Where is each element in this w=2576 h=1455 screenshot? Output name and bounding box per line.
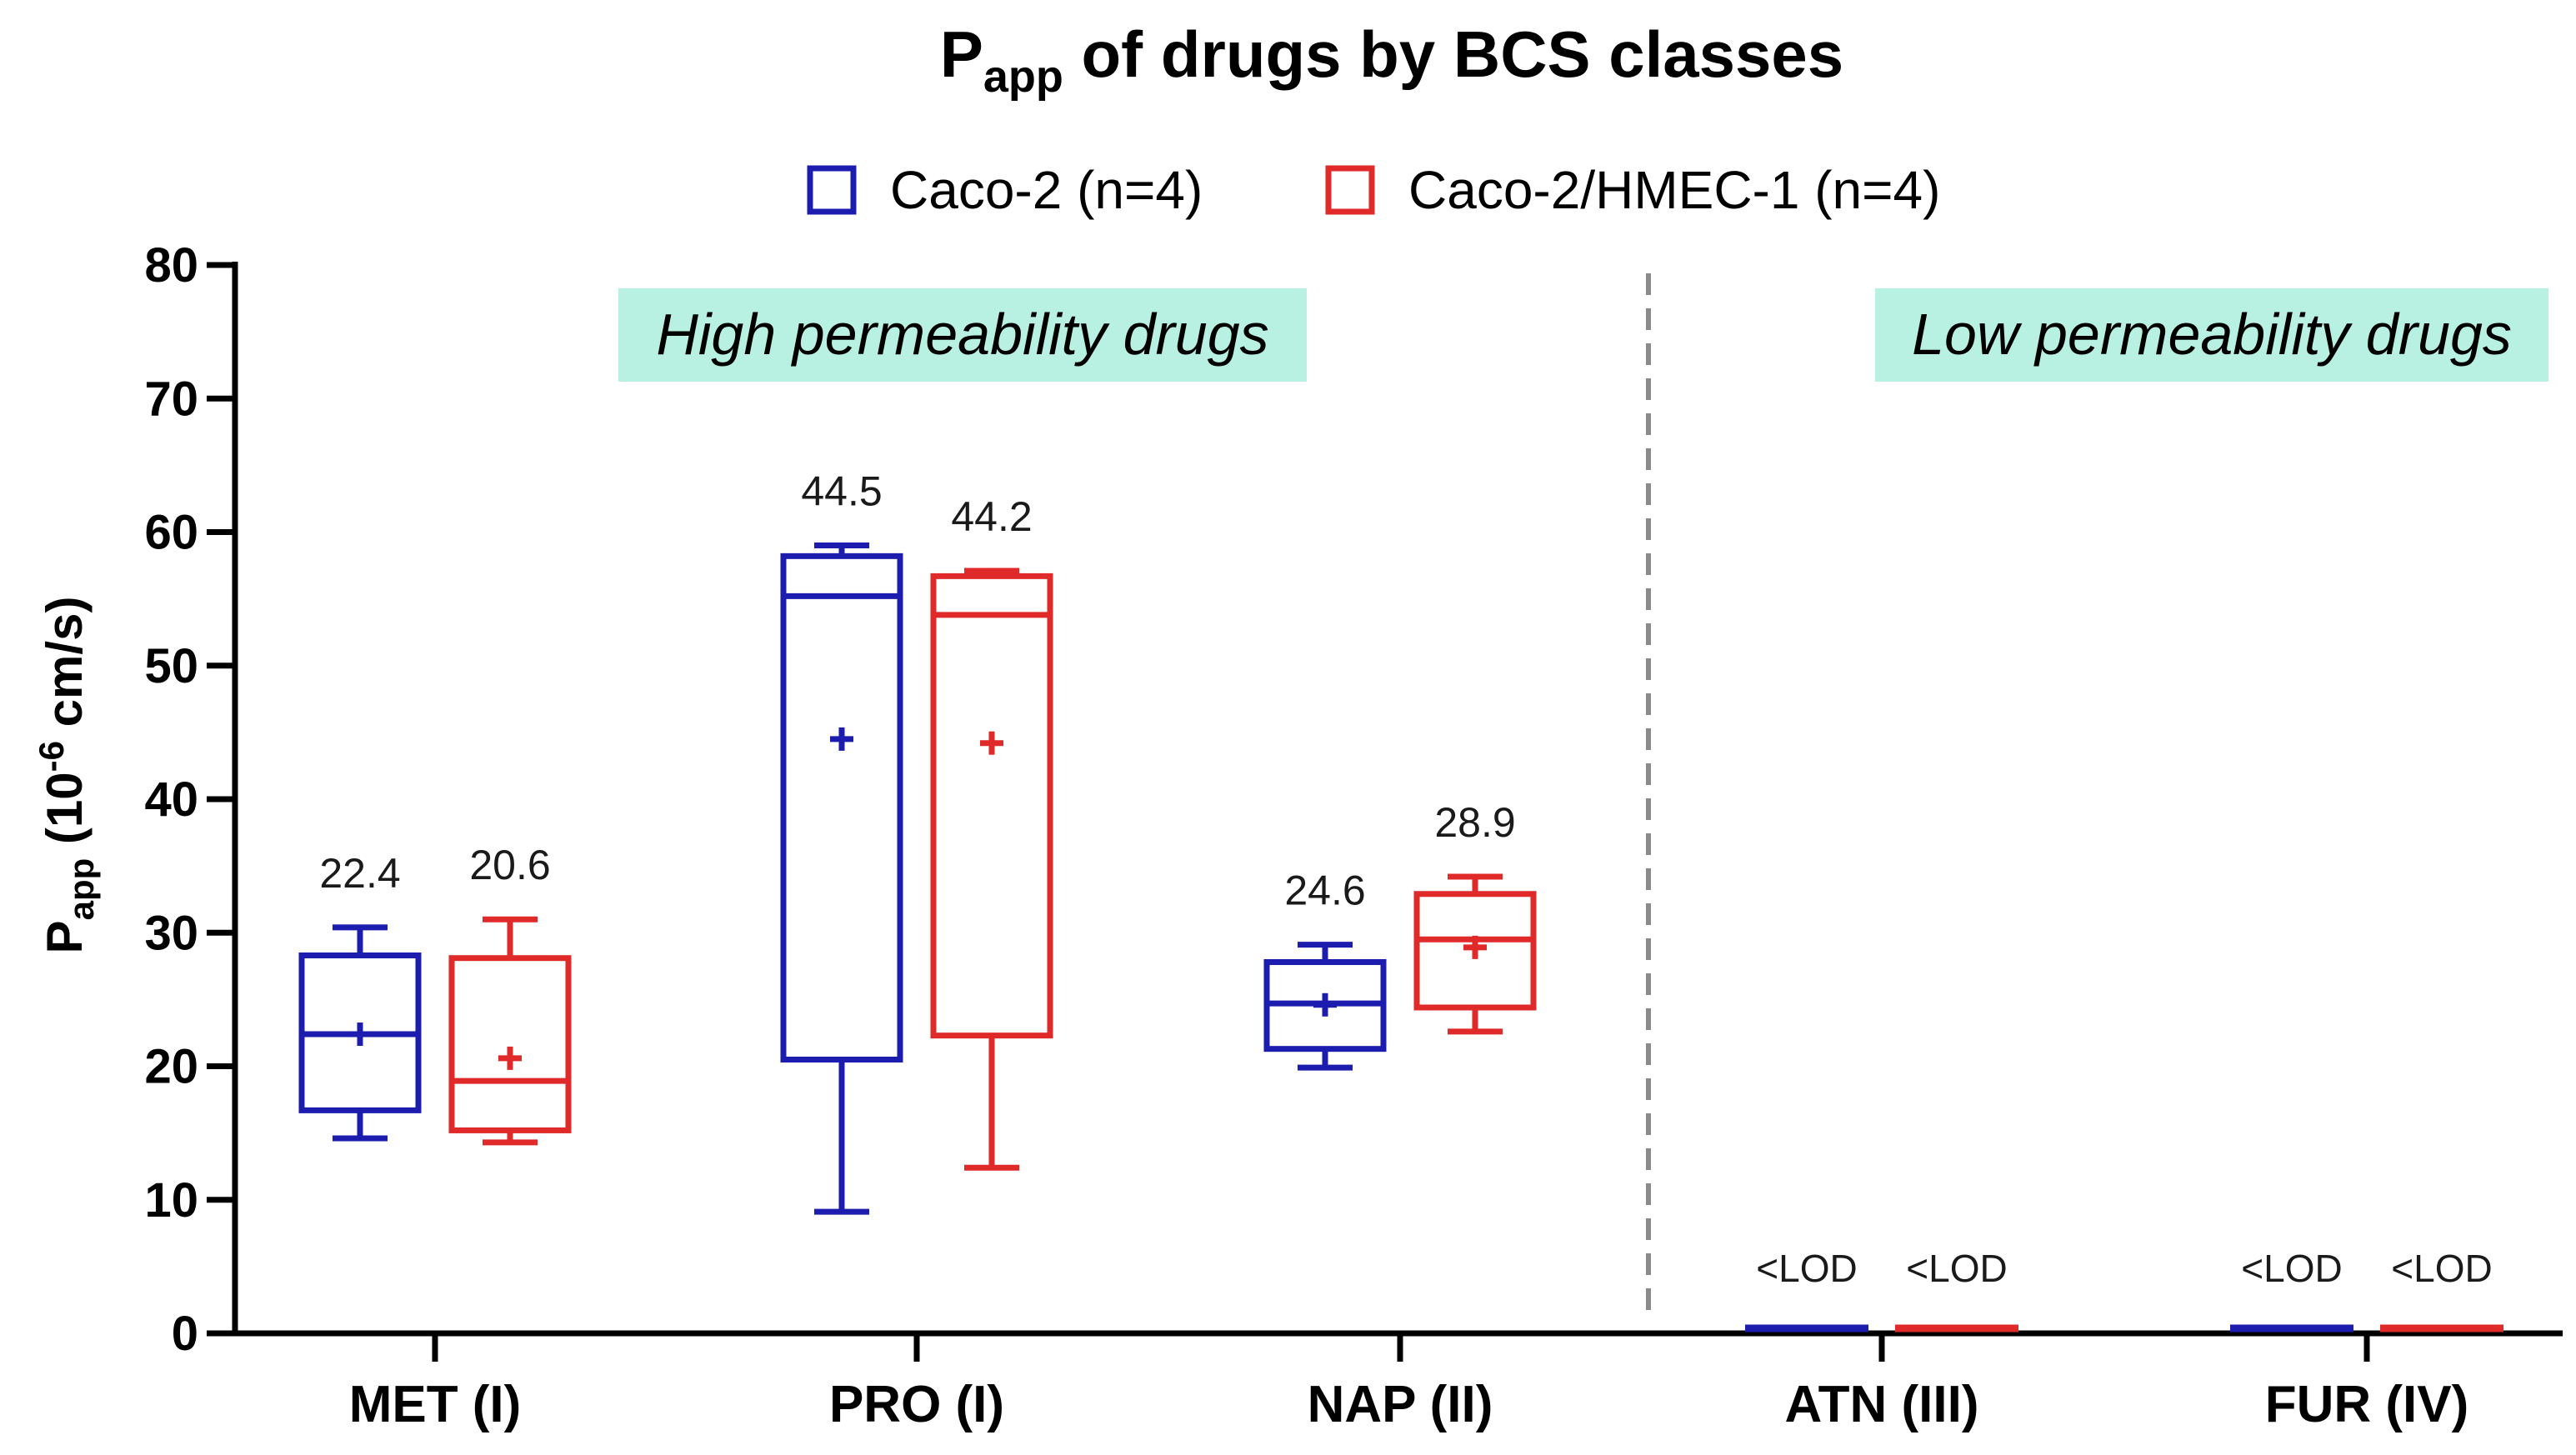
legend: Caco-2 (n=4) Caco-2/HMEC-1 (n=4) — [807, 160, 1940, 220]
region-high-permeability: High permeability drugs — [618, 288, 1307, 382]
x-tick-label-0: MET (I) — [349, 1376, 522, 1433]
x-tick-label-2: NAP (II) — [1308, 1376, 1493, 1433]
plot-area: 22.4 44.5 24.6 <LOD <LOD 20.6 44.2 28.9 <LOD <LOD — [298, 468, 2503, 1332]
series-0-cat-1-box — [780, 552, 903, 1062]
series-1-cat-2-mean-label: 28.9 — [1434, 799, 1515, 846]
series-0-cat-0-mean-label: 22.4 — [319, 850, 400, 897]
y-axis-label-sub: app — [62, 858, 101, 921]
series-0-cat-4-lod-label: <LOD — [2241, 1247, 2342, 1290]
region-high-permeability-label: High permeability drugs — [656, 302, 1268, 367]
y-tick-label-30: 30 — [144, 906, 198, 960]
series-0-cat-1-mean-label: 44.5 — [801, 468, 882, 515]
y-axis-label-main: P — [37, 920, 93, 953]
chart-title-rest: of drugs by BCS classes — [1063, 18, 1843, 91]
legend-swatch-caco2 — [807, 165, 857, 215]
legend-swatch-caco2-hmec1 — [1325, 165, 1375, 215]
series-0-cat-2-mean-label: 24.6 — [1284, 868, 1365, 914]
series-1-cat-0-mean-label: 20.6 — [469, 842, 550, 888]
y-tick-label-60: 60 — [144, 506, 198, 560]
region-low-permeability: Low permeability drugs — [1875, 288, 2548, 382]
region-low-permeability-background — [1875, 288, 2548, 382]
series-0-cat-3-lod-label: <LOD — [1756, 1247, 1857, 1290]
y-axis-label-sup: -6 — [32, 741, 71, 772]
series-1-cat-3-lod-label: <LOD — [1906, 1247, 2007, 1290]
y-tick-label-50: 50 — [144, 639, 198, 693]
chart-title: Papp of drugs by BCS classes — [940, 18, 1843, 102]
series-1-cat-1-box — [930, 572, 1053, 1039]
x-tick-label-4: FUR (IV) — [2265, 1376, 2469, 1433]
legend-label-caco2: Caco-2 (n=4) — [890, 160, 1203, 220]
axes: 0 10 20 30 40 50 60 70 80 MET (I) PRO (I) NAP (II) A… — [144, 238, 2563, 1433]
y-tick-label-40: 40 — [144, 772, 198, 827]
series-1-cat-1-mean-label: 44.2 — [951, 493, 1032, 540]
y-axis-label: Papp (10-6 cm/s) — [32, 597, 101, 954]
region-low-permeability-label: Low permeability drugs — [1912, 302, 2512, 367]
region-high-permeability-background — [618, 288, 1307, 382]
x-tick-label-1: PRO (I) — [829, 1376, 1004, 1433]
y-axis-label-mid: (10 — [37, 772, 93, 858]
x-tick-label-3: ATN (III) — [1784, 1376, 1978, 1433]
series-1-cat-4-lod-label: <LOD — [2391, 1247, 2492, 1290]
y-tick-label-70: 70 — [144, 372, 198, 426]
y-tick-label-20: 20 — [144, 1040, 198, 1094]
legend-label-caco2-hmec1: Caco-2/HMEC-1 (n=4) — [1408, 160, 1940, 220]
series-1-cat-0-box — [448, 955, 572, 1133]
y-axis-label-rest: cm/s) — [37, 597, 93, 741]
chart-title-sub: app — [983, 52, 1063, 102]
y-tick-label-80: 80 — [144, 238, 198, 292]
y-tick-label-0: 0 — [172, 1307, 198, 1361]
y-tick-label-10: 10 — [144, 1173, 198, 1228]
chart-title-main: P — [940, 18, 983, 91]
